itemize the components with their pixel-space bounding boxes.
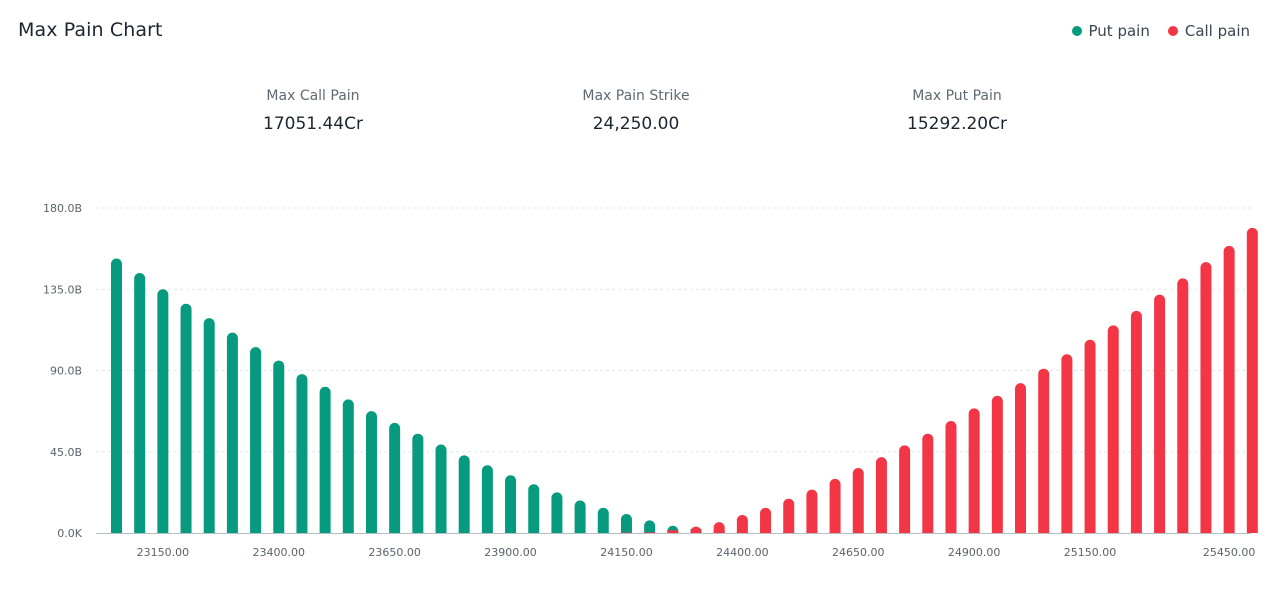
call-pain-bar bbox=[968, 408, 980, 533]
x-tick-label: 23150.00 bbox=[137, 546, 190, 559]
put-pain-bar bbox=[226, 332, 238, 533]
call-pain-bar bbox=[829, 478, 841, 533]
put-pain-bar bbox=[180, 303, 192, 533]
put-pain-bar bbox=[528, 484, 540, 533]
call-pain-bar bbox=[690, 526, 702, 533]
y-tick-label: 90.0B bbox=[50, 365, 82, 378]
call-pain-bar bbox=[713, 522, 725, 533]
x-tick-label: 24900.00 bbox=[948, 546, 1001, 559]
call-pain-bar bbox=[1107, 325, 1119, 533]
put-pain-bar bbox=[296, 374, 308, 533]
legend-label-call-pain: Call pain bbox=[1184, 22, 1250, 40]
call-pain-bar bbox=[991, 395, 1003, 533]
call-pain-bar bbox=[1154, 294, 1166, 533]
put-pain-bar bbox=[203, 318, 215, 533]
x-tick-label: 24150.00 bbox=[600, 546, 653, 559]
y-tick-label: 180.0B bbox=[43, 202, 82, 215]
x-tick-label: 24650.00 bbox=[832, 546, 885, 559]
call-pain-bar bbox=[922, 433, 934, 533]
put-pain-bar bbox=[111, 258, 122, 533]
x-tick-label: 25450.00 bbox=[1203, 546, 1256, 559]
call-pain-bar bbox=[644, 532, 656, 533]
x-tick-label: 25150.00 bbox=[1064, 546, 1117, 559]
put-pain-bar bbox=[551, 492, 563, 533]
put-pain-bar bbox=[505, 475, 517, 533]
bars bbox=[111, 227, 1258, 533]
call-pain-dot-icon bbox=[1167, 26, 1178, 36]
call-pain-bar bbox=[945, 421, 957, 533]
put-pain-bar bbox=[319, 386, 331, 533]
put-pain-bar bbox=[412, 433, 424, 533]
put-pain-bar bbox=[620, 514, 632, 533]
call-pain-bar bbox=[760, 507, 772, 533]
call-pain-bar bbox=[1084, 339, 1096, 533]
put-pain-bar bbox=[458, 455, 470, 533]
call-pain-bar bbox=[852, 468, 864, 533]
call-pain-bar bbox=[1130, 310, 1142, 533]
put-pain-bar bbox=[134, 273, 146, 533]
put-pain-dot-icon bbox=[1071, 26, 1082, 36]
chart-legend: Put pain Call pain bbox=[1071, 22, 1250, 40]
put-pain-bar bbox=[389, 422, 401, 533]
put-pain-bar bbox=[273, 360, 285, 533]
x-tick-label: 23400.00 bbox=[253, 546, 306, 559]
call-pain-bar bbox=[899, 445, 911, 533]
stat-max-call-pain: Max Call Pain 17051.44Cr bbox=[193, 88, 433, 134]
call-pain-bar bbox=[1200, 262, 1212, 533]
put-pain-bar bbox=[481, 465, 493, 533]
legend-item-call-pain[interactable]: Call pain bbox=[1167, 22, 1250, 40]
call-pain-bar bbox=[783, 498, 795, 533]
put-pain-bar bbox=[250, 347, 262, 533]
stat-max-put-pain: Max Put Pain 15292.20Cr bbox=[837, 88, 1077, 134]
legend-label-put-pain: Put pain bbox=[1088, 22, 1150, 40]
put-pain-bar bbox=[574, 500, 586, 533]
y-tick-label: 135.0B bbox=[43, 283, 82, 296]
stat-label: Max Pain Strike bbox=[582, 88, 690, 104]
put-pain-bar bbox=[644, 520, 656, 533]
put-pain-bar bbox=[365, 411, 377, 533]
call-pain-bar bbox=[620, 532, 632, 533]
stat-max-pain-strike: Max Pain Strike 24,250.00 bbox=[516, 88, 756, 134]
stat-label: Max Put Pain bbox=[912, 88, 1002, 104]
call-pain-bar bbox=[806, 489, 818, 533]
call-pain-bar bbox=[1177, 278, 1189, 533]
call-pain-bar bbox=[875, 457, 887, 533]
call-pain-bar bbox=[1223, 245, 1235, 533]
put-pain-bar bbox=[435, 444, 447, 533]
stat-value: 17051.44Cr bbox=[263, 114, 363, 134]
call-pain-bar bbox=[1246, 227, 1258, 533]
put-pain-bar bbox=[597, 507, 609, 533]
y-axis-ticks: 0.0K 45.0B 90.0B 135.0B 180.0B bbox=[43, 202, 83, 540]
put-pain-bar bbox=[342, 399, 354, 533]
stat-value: 24,250.00 bbox=[592, 114, 680, 134]
call-pain-bar bbox=[667, 530, 679, 533]
y-tick-label: 0.0K bbox=[57, 527, 82, 540]
call-pain-bar bbox=[1038, 368, 1050, 533]
chart-title: Max Pain Chart bbox=[18, 19, 163, 41]
stat-value: 15292.20Cr bbox=[907, 114, 1007, 134]
x-tick-label: 23650.00 bbox=[368, 546, 421, 559]
call-pain-bar bbox=[1061, 354, 1073, 533]
x-tick-label: 23900.00 bbox=[484, 546, 537, 559]
legend-item-put-pain[interactable]: Put pain bbox=[1071, 22, 1150, 40]
call-pain-bar bbox=[1015, 383, 1027, 533]
put-pain-bar bbox=[157, 289, 169, 533]
stat-label: Max Call Pain bbox=[266, 88, 360, 104]
x-axis-ticks: 23150.00 23400.00 23650.00 23900.00 24150.00… bbox=[137, 546, 1256, 559]
call-pain-bar bbox=[736, 514, 748, 533]
grid-lines bbox=[96, 207, 1251, 453]
y-tick-label: 45.0B bbox=[50, 446, 82, 459]
x-tick-label: 24400.00 bbox=[716, 546, 769, 559]
